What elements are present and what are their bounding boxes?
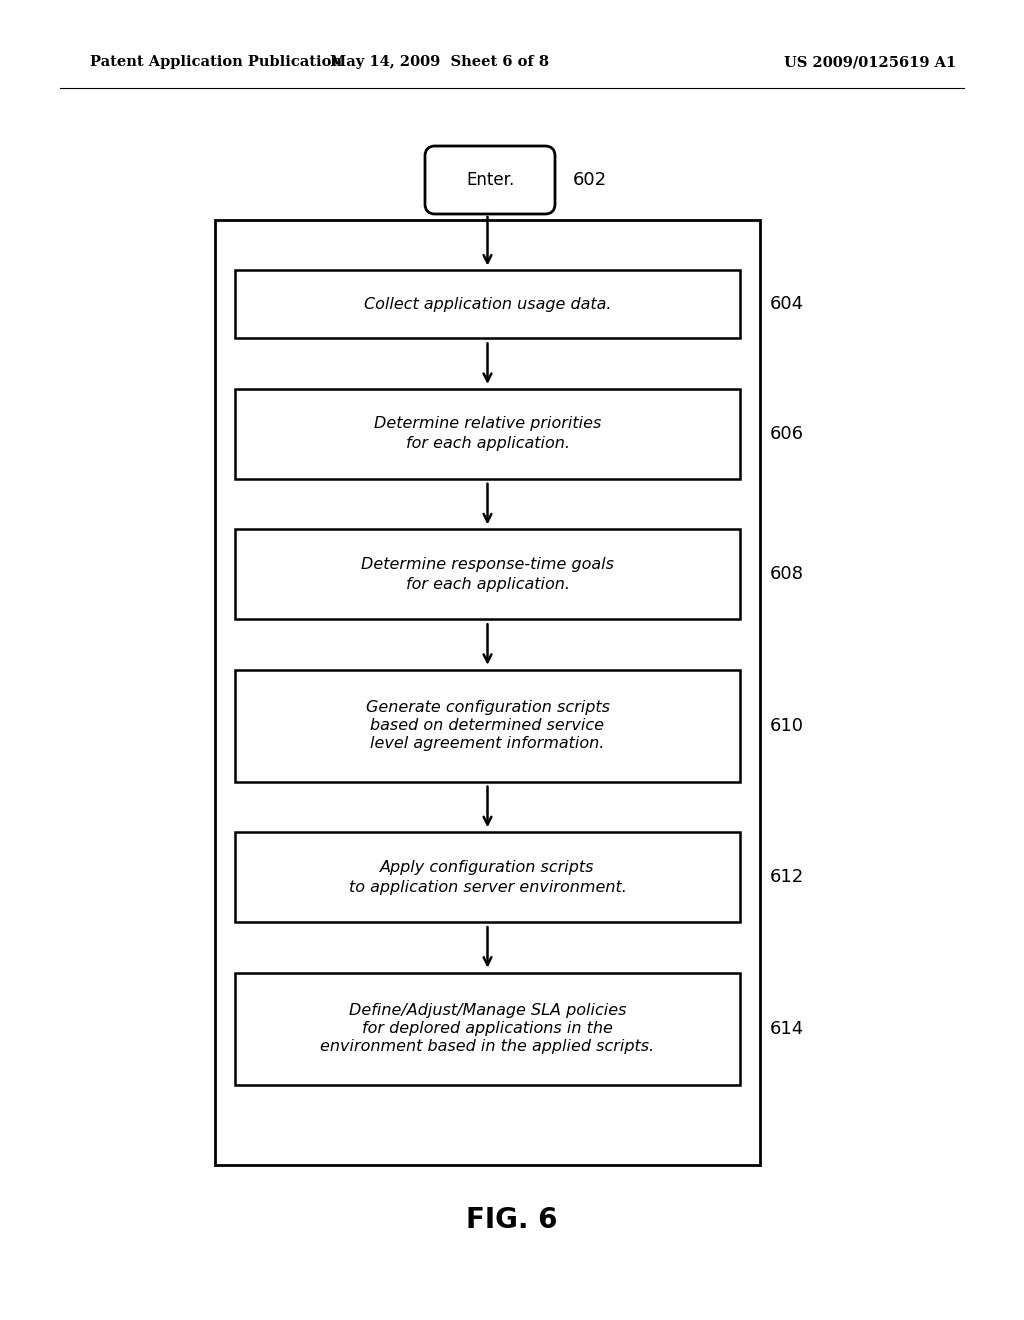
Text: for each application.: for each application. [406,437,569,451]
Text: based on determined service: based on determined service [371,718,604,733]
Bar [234,832,740,923]
Text: for each application.: for each application. [406,577,569,591]
Bar [234,973,740,1085]
Text: 602: 602 [573,172,607,189]
Text: 614: 614 [770,1019,804,1038]
FancyBboxPatch shape [425,147,555,214]
Bar [234,529,740,619]
Text: to application server environment.: to application server environment. [348,879,627,895]
Text: level agreement information.: level agreement information. [371,737,605,751]
Bar [234,669,740,781]
Text: environment based in the applied scripts.: environment based in the applied scripts… [321,1039,654,1055]
Text: Determine relative priorities: Determine relative priorities [374,416,601,432]
Text: Collect application usage data.: Collect application usage data. [364,297,611,312]
Text: for deplored applications in the: for deplored applications in the [362,1022,613,1036]
Bar [234,389,740,479]
Text: 610: 610 [770,717,804,735]
Text: US 2009/0125619 A1: US 2009/0125619 A1 [784,55,956,69]
Text: 608: 608 [770,565,804,583]
Text: 612: 612 [770,869,804,886]
Text: May 14, 2009  Sheet 6 of 8: May 14, 2009 Sheet 6 of 8 [331,55,550,69]
Text: Determine response-time goals: Determine response-time goals [361,557,614,572]
Text: FIG. 6: FIG. 6 [466,1206,558,1234]
Text: Apply configuration scripts: Apply configuration scripts [380,859,595,875]
Text: 606: 606 [770,425,804,442]
Bar [234,271,740,338]
Bar [215,220,760,1166]
Text: Enter.: Enter. [466,172,514,189]
Text: Define/Adjust/Manage SLA policies: Define/Adjust/Manage SLA policies [349,1003,627,1018]
Text: Generate configuration scripts: Generate configuration scripts [366,700,609,715]
Text: Patent Application Publication: Patent Application Publication [90,55,342,69]
Text: 604: 604 [770,296,804,313]
